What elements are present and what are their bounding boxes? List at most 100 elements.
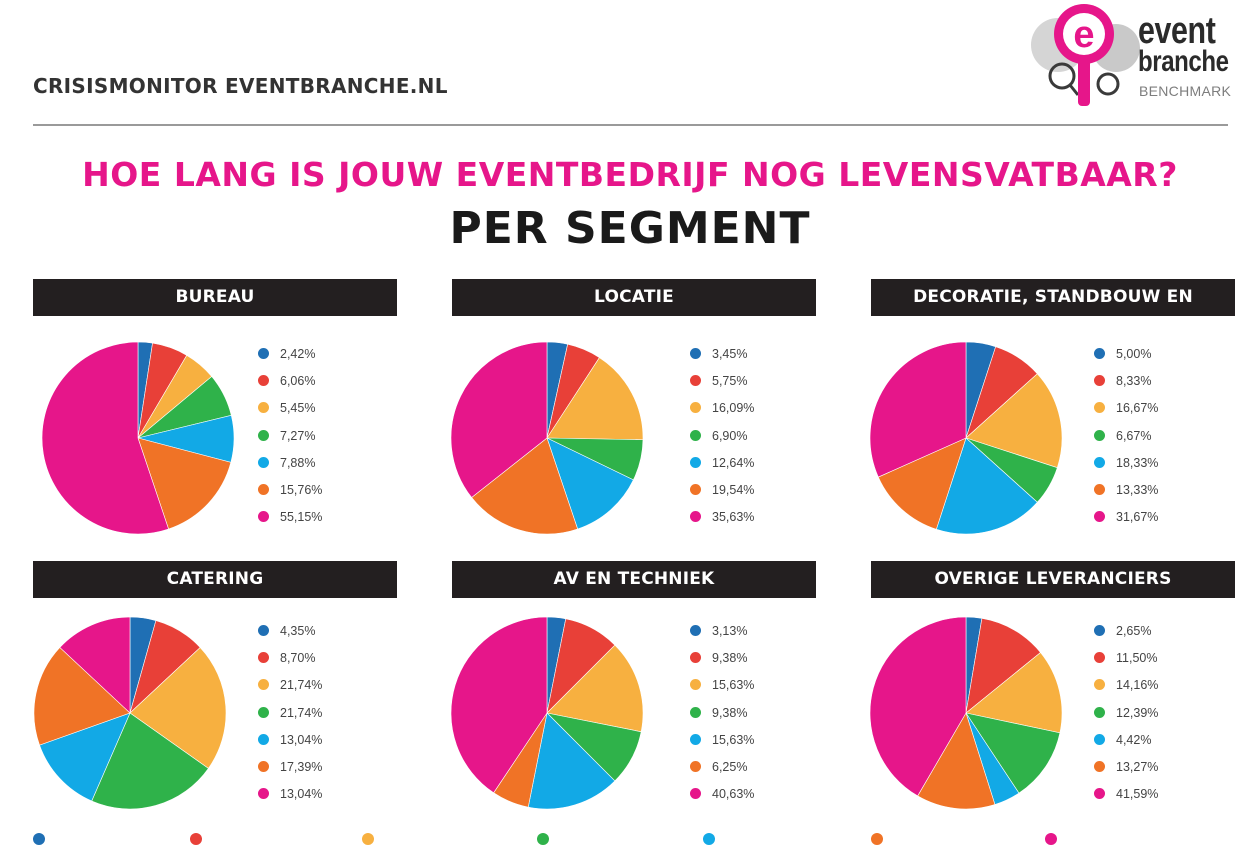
legend-label: 19,54% [712,483,755,497]
legend-dot-green [1094,429,1105,441]
legend-dot-magenta [690,788,701,800]
legend-dot-orange [690,761,701,772]
legend-label: 5,00% [1116,347,1152,361]
legend-dot-dark-blue [1094,348,1105,359]
main-title: HOE LANG IS JOUW EVENTBEDRIJF NOG LEVENS… [82,155,1178,194]
legend-label: 35,63% [712,510,755,525]
legend-dot-magenta [1094,511,1105,523]
legend-dot-green [690,706,701,718]
pie-slice-yellow [965,652,1063,734]
pie-slice-orange [471,437,579,535]
legend-dot-light-blue [258,456,269,468]
bottom-legend-dot [871,833,883,845]
logo-word-branche: branche [1138,45,1229,78]
legend-label: 4,42% [1116,732,1152,747]
legend-dot-green [258,429,269,441]
legend-dot-red [258,652,269,664]
pie-slice-light-blue [546,437,634,530]
bottom-legend [0,830,1260,845]
pie-chart-bureau [41,341,235,535]
pie-slice-light-blue [527,712,616,810]
legend-label: 55,15% [280,510,323,525]
legend-label: 16,09% [712,401,755,416]
legend-dot-dark-blue [258,348,269,359]
pie-slice-orange [917,712,996,810]
legend-label: 21,74% [280,678,323,693]
legend-dot-orange [1094,484,1105,495]
legend-dot-light-blue [690,733,701,745]
legend-dot-light-blue [690,456,701,468]
legend-label: 6,67% [1116,428,1152,443]
legend-dot-orange [1094,761,1105,772]
legend-dot-dark-blue [690,348,701,359]
legend-dot-dark-blue [258,625,269,636]
panel-header-catering: CATERING [33,561,397,598]
legend-dot-yellow [1094,402,1105,414]
legend-dot-magenta [690,511,701,523]
pie-slice-green [965,712,1061,794]
legend-dot-dark-blue [690,625,701,636]
sub-title: PER SEGMENT [449,203,811,254]
bottom-legend-dot [362,833,374,845]
legend-label: 17,39% [280,760,323,774]
legend-label: 3,13% [712,624,748,638]
legend-label: 6,06% [280,374,316,389]
legend-dot-red [258,375,269,387]
legend-label: 5,45% [280,401,316,416]
panel-header-decoratie: DECORATIE, STANDBOUW EN VERHUUR [871,279,1235,344]
legend-label: 3,45% [712,347,748,361]
legend-label: 4,35% [280,624,316,638]
bottom-legend-dot [1045,833,1057,845]
legend-label: 7,27% [280,428,316,443]
bottom-legend-dot [537,833,549,845]
legend-label: 15,76% [280,483,323,497]
legend-dot-green [258,706,269,718]
pie-slice-magenta [869,341,967,478]
pie-slice-yellow [965,373,1063,469]
pie-chart-locatie [450,341,644,535]
legend-dot-light-blue [258,733,269,745]
legend-dot-dark-blue [1094,625,1105,636]
logo-word-benchmark: BENCHMARK [1139,83,1232,99]
legend-dot-yellow [690,402,701,414]
legend-label: 13,04% [280,787,323,802]
legend-label: 6,90% [712,428,748,443]
pie-chart-overige [869,616,1063,810]
legend-label: 13,04% [280,732,323,747]
legend-dot-red [690,375,701,387]
panel-header-locatie: LOCATIE [452,279,816,316]
pie-slice-orange [33,647,131,746]
pie-slice-magenta [59,616,131,714]
pie-slice-magenta [41,341,169,535]
legend-dot-yellow [1094,679,1105,691]
legend-label: 8,70% [280,651,316,666]
logo-icon: e [1031,4,1140,106]
pie-slice-magenta [450,341,548,498]
pie-slice-yellow [129,647,227,769]
pie-slice-magenta [869,616,967,797]
panel-header-av-techniek: AV EN TECHNIEK [452,561,816,598]
legend-label: 2,65% [1116,624,1152,638]
pie-slice-light-blue [935,437,1038,535]
legend-label: 9,38% [712,651,748,666]
legend-label: 5,75% [712,374,748,389]
panel-header-overige: OVERIGE LEVERANCIERS [871,561,1235,598]
legend-dot-light-blue [1094,456,1105,468]
legend-dot-red [1094,652,1105,664]
pie-slice-green [91,712,209,810]
pie-slice-light-blue [39,712,131,802]
legend-label: 16,67% [1116,401,1159,416]
legend-dot-green [1094,706,1105,718]
legend-label: 2,42% [280,347,316,361]
legend-dot-orange [690,484,701,495]
bottom-legend-dot [190,833,202,845]
legend-label: 15,63% [712,732,755,747]
pie-chart-catering [33,616,227,810]
legend-dot-light-blue [1094,733,1105,745]
legend-label: 21,74% [280,705,323,720]
legend-label: 8,33% [1116,374,1152,389]
pie-chart-decoratie [869,341,1063,535]
legend-label: 31,67% [1116,510,1159,525]
legend-dot-orange [258,761,269,772]
logo-word-event: event [1138,10,1216,52]
